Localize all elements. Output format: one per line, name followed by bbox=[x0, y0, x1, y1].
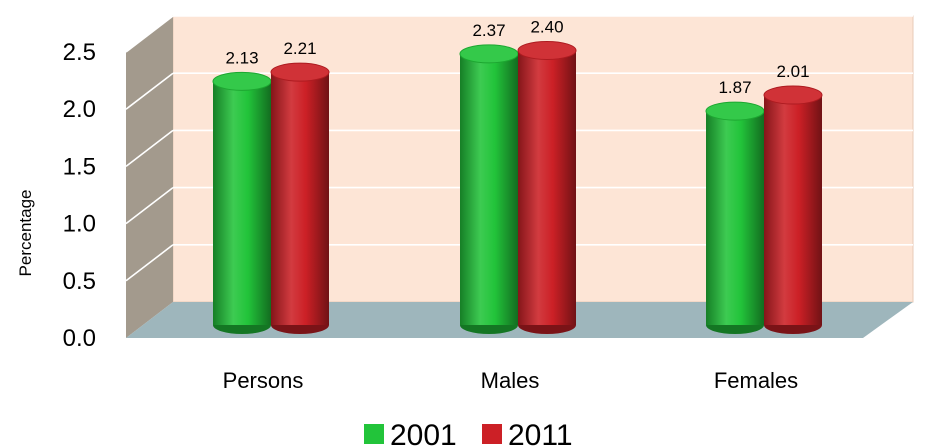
bar-top bbox=[270, 62, 330, 82]
bar-top bbox=[459, 44, 519, 64]
side-gridline bbox=[125, 129, 174, 168]
side-wall bbox=[126, 16, 173, 338]
data-label: 1.87 bbox=[718, 78, 751, 97]
bar-2001-females bbox=[705, 101, 765, 334]
bar-top bbox=[763, 85, 823, 105]
y-axis-title: Percentage bbox=[16, 190, 35, 277]
side-gridline bbox=[125, 244, 174, 282]
bar-2011-females bbox=[763, 85, 823, 334]
y-tick-label: 0.0 bbox=[63, 325, 96, 352]
legend-label: 2001 bbox=[390, 419, 457, 448]
y-tick-label: 0.5 bbox=[63, 268, 96, 295]
bar-2001-males bbox=[459, 44, 519, 334]
side-gridline bbox=[125, 15, 174, 53]
legend-item-2011: 2011 bbox=[482, 419, 573, 448]
category-label: Persons bbox=[223, 368, 304, 393]
legend-swatch bbox=[364, 424, 384, 444]
legend: 2001 2011 bbox=[364, 419, 573, 448]
data-labels: 2.13 2.21 2.37 2.40 1.87 2.01 bbox=[225, 17, 809, 97]
bar-2011-persons bbox=[270, 62, 330, 334]
category-label: Females bbox=[714, 368, 798, 393]
bar-top bbox=[517, 40, 577, 60]
category-label: Males bbox=[481, 368, 540, 393]
bar-body bbox=[460, 53, 518, 325]
legend-label: 2011 bbox=[508, 419, 573, 448]
bar-2011-males bbox=[517, 40, 577, 334]
data-label: 2.37 bbox=[472, 21, 505, 40]
bar-body bbox=[706, 111, 764, 326]
bar-body bbox=[271, 72, 329, 326]
data-label: 2.21 bbox=[283, 39, 316, 58]
data-label: 2.40 bbox=[530, 17, 563, 36]
y-axis-ticks: 0.0 0.5 1.0 1.5 2.0 2.5 bbox=[63, 39, 96, 352]
data-label: 2.01 bbox=[776, 62, 809, 81]
side-gridline bbox=[125, 186, 174, 225]
data-label: 2.13 bbox=[225, 48, 258, 67]
y-tick-label: 2.5 bbox=[63, 39, 96, 66]
bar-top bbox=[212, 71, 272, 91]
legend-item-2001: 2001 bbox=[364, 419, 457, 448]
side-gridline bbox=[125, 72, 174, 110]
y-tick-label: 1.0 bbox=[63, 211, 96, 238]
bar-body bbox=[518, 50, 576, 325]
bar-body bbox=[213, 81, 271, 325]
bars bbox=[212, 40, 823, 334]
y-tick-label: 1.5 bbox=[63, 153, 96, 180]
bar-top bbox=[705, 101, 765, 121]
bar-body bbox=[764, 95, 822, 325]
legend-swatch bbox=[482, 424, 502, 444]
y-tick-label: 2.0 bbox=[63, 96, 96, 123]
bar-2001-persons bbox=[212, 71, 272, 334]
x-axis-categories: Persons Males Females bbox=[223, 368, 799, 393]
